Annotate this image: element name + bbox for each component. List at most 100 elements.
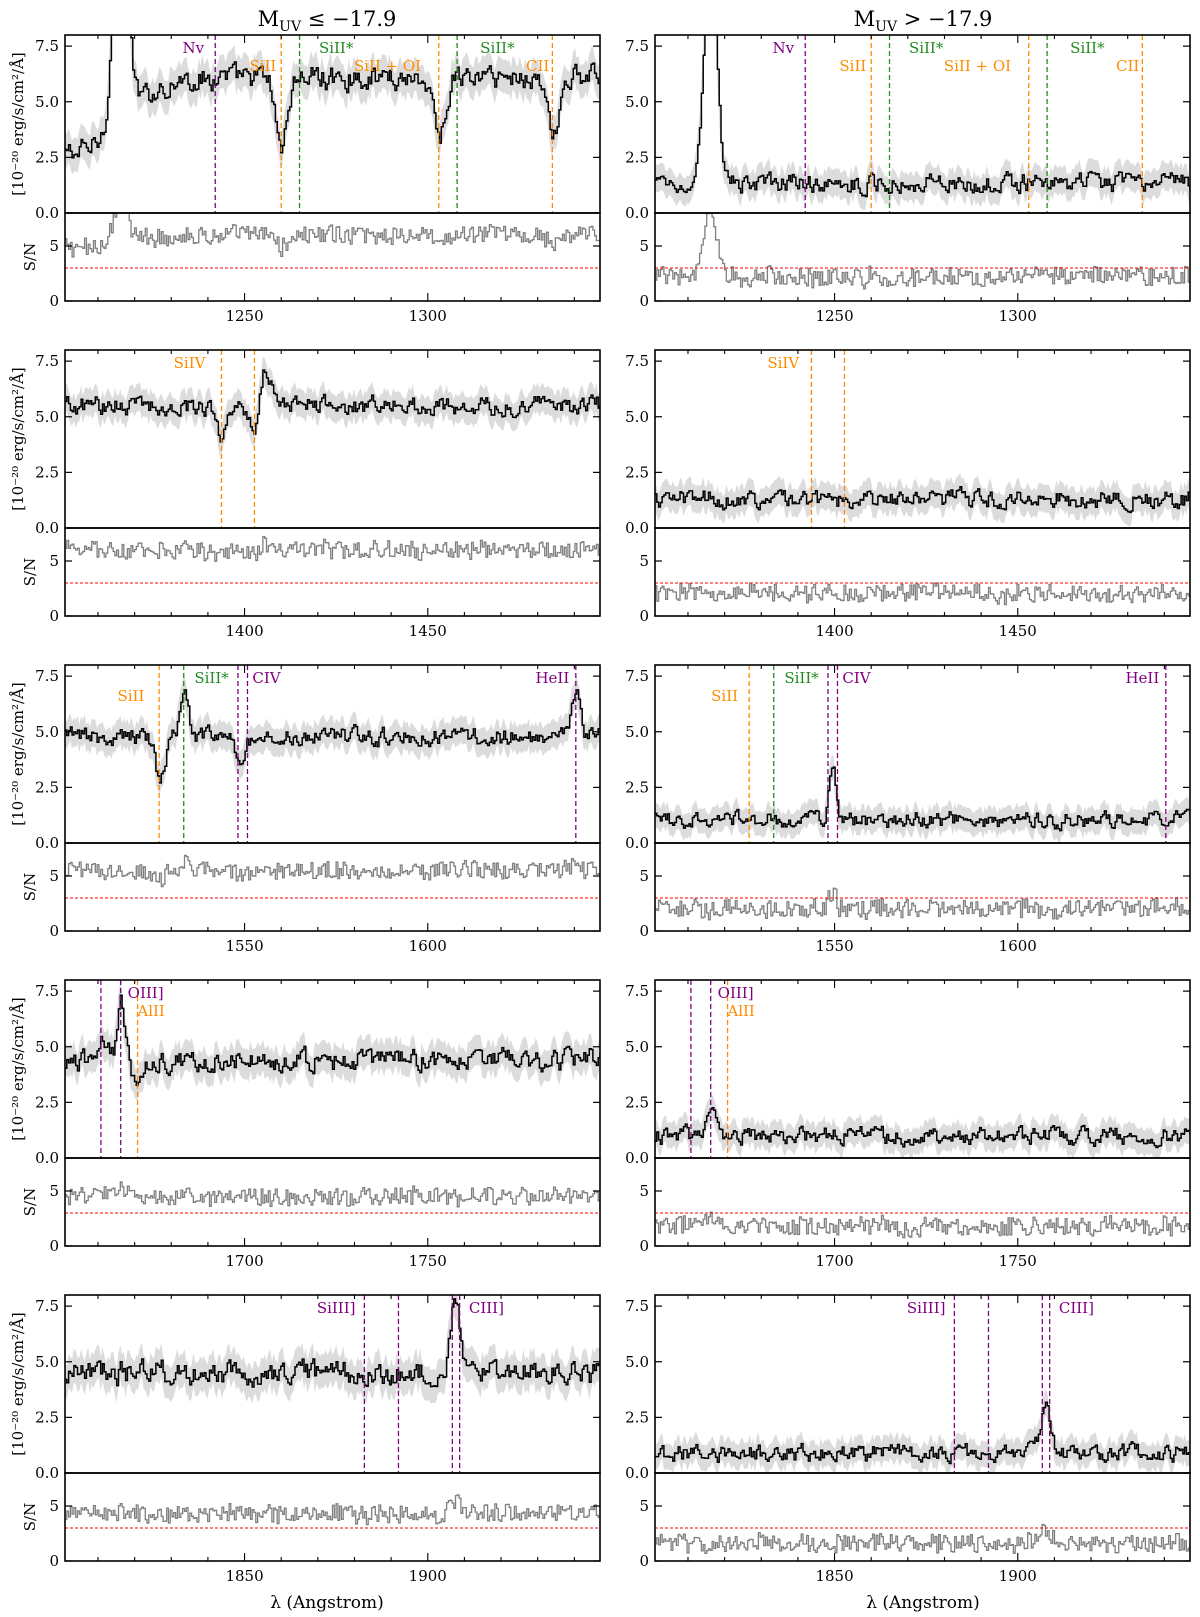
flux-axes-frame xyxy=(64,664,601,844)
line-label: SiII + OI xyxy=(354,57,421,75)
flux-error-band xyxy=(65,1295,600,1404)
flux-ytick-label: 7.5 xyxy=(35,982,59,1000)
spectrum-panel-r3-c0: OIII]AlII 0.0 2.5 5.0 7.5 0 5 1700 1750 [10⁻²⁰ er… xyxy=(9,979,601,1270)
spectrum-panel-r4-c1: SiIII] CIII] 0.0 2.5 5.0 7.5 0 5 1850 1900 xyxy=(625,1294,1191,1585)
flux-ytick-label: 2.5 xyxy=(625,778,649,796)
x-tick-label: 1250 xyxy=(225,307,263,325)
flux-ytick-label: 2.5 xyxy=(35,778,59,796)
line-label: OIII] xyxy=(718,984,754,1002)
x-tick-label: 1600 xyxy=(409,937,447,955)
flux-ytick-label: 2.5 xyxy=(35,1093,59,1111)
line-label: SiII + OI xyxy=(944,57,1011,75)
x-tick-label: 1850 xyxy=(815,1567,853,1585)
sn-ytick-label: 5 xyxy=(639,237,649,255)
sn-ytick-label: 5 xyxy=(49,1497,59,1515)
flux-spectrum-line xyxy=(65,369,600,443)
sn-axes-frame xyxy=(654,842,1191,932)
line-label: SiII* xyxy=(319,39,354,57)
flux-spectrum-line xyxy=(65,994,600,1087)
line-label: SiIII] xyxy=(317,1299,356,1317)
flux-ytick-label: 7.5 xyxy=(625,352,649,370)
x-tick-label: 1400 xyxy=(225,622,263,640)
sn-spectrum-line xyxy=(65,1181,600,1208)
flux-ytick-label: 0.0 xyxy=(625,204,649,222)
flux-error-band xyxy=(655,754,1190,843)
x-tick-label: 1300 xyxy=(999,307,1037,325)
flux-error-band xyxy=(655,1094,1190,1158)
flux-ytick-label: 0.0 xyxy=(625,519,649,537)
sn-ytick-label: 5 xyxy=(639,1182,649,1200)
flux-error-band xyxy=(65,676,600,797)
flux-ytick-label: 7.5 xyxy=(625,667,649,685)
flux-ytick-label: 7.5 xyxy=(35,1297,59,1315)
line-label: Nv xyxy=(772,39,794,57)
flux-ytick-label: 7.5 xyxy=(35,37,59,55)
right-column-title: MUV > −17.9 xyxy=(854,7,993,35)
flux-ytick-label: 0.0 xyxy=(35,204,59,222)
spectrum-panel-r1-c1: SiIV 0.0 2.5 5.0 7.5 0 5 1400 1450 xyxy=(625,349,1191,640)
x-tick-label: 1750 xyxy=(999,1252,1037,1270)
flux-axes-frame xyxy=(64,349,601,529)
sn-axes-frame xyxy=(64,212,601,302)
sn-axes-frame xyxy=(64,1472,601,1562)
x-tick-label: 1700 xyxy=(815,1252,853,1270)
flux-spectrum-line xyxy=(655,766,1190,832)
flux-y-axis-label: [10⁻²⁰ erg/s/cm²/Å] xyxy=(9,52,27,195)
sn-axes-frame xyxy=(654,527,1191,617)
line-label: SiII* xyxy=(909,39,944,57)
x-tick-label: 1900 xyxy=(409,1567,447,1585)
sn-y-axis-label: S/N xyxy=(21,1503,39,1531)
line-label: Nv xyxy=(182,39,204,57)
flux-spectrum-line xyxy=(655,486,1190,514)
x-tick-label: 1700 xyxy=(225,1252,263,1270)
sn-spectrum-line xyxy=(65,213,600,258)
line-label: CIV xyxy=(842,669,871,687)
sn-axes-frame xyxy=(64,527,601,617)
line-label: SiII* xyxy=(194,669,229,687)
x-tick-label: 1250 xyxy=(815,307,853,325)
sn-spectrum-line xyxy=(655,1523,1190,1555)
flux-ytick-label: 5.0 xyxy=(35,723,59,741)
sn-y-axis-label: S/N xyxy=(21,873,39,901)
flux-ytick-label: 2.5 xyxy=(625,148,649,166)
flux-spectrum-line xyxy=(65,689,600,784)
flux-ytick-label: 7.5 xyxy=(625,982,649,1000)
line-label: CIII] xyxy=(469,1299,504,1317)
flux-spectrum-line xyxy=(655,1401,1190,1465)
x-tick-label: 1900 xyxy=(999,1567,1037,1585)
sn-ytick-label: 0 xyxy=(49,1552,59,1570)
sn-ytick-label: 5 xyxy=(639,1497,649,1515)
flux-ytick-label: 2.5 xyxy=(35,148,59,166)
sn-ytick-label: 0 xyxy=(639,607,649,625)
line-label: CII xyxy=(1116,57,1139,75)
line-label: SiII* xyxy=(784,669,819,687)
line-label: SiII xyxy=(711,687,738,705)
spectrum-panel-r1-c0: SiIV 0.0 2.5 5.0 7.5 0 5 1400 1450 [10⁻²⁰ erg/s/c… xyxy=(9,349,601,640)
sn-ytick-label: 5 xyxy=(639,867,649,885)
flux-ytick-label: 2.5 xyxy=(625,1408,649,1426)
sn-ytick-label: 0 xyxy=(639,292,649,310)
x-tick-label: 1400 xyxy=(815,622,853,640)
sn-spectrum-line xyxy=(655,887,1190,921)
sn-spectrum-line xyxy=(65,1494,600,1526)
flux-spectrum-line xyxy=(65,1298,600,1388)
flux-ytick-label: 5.0 xyxy=(35,1038,59,1056)
sn-y-axis-label: S/N xyxy=(21,1188,39,1216)
sn-spectrum-line xyxy=(65,854,600,888)
line-label: SiII xyxy=(839,57,866,75)
flux-ytick-label: 0.0 xyxy=(625,1464,649,1482)
flux-ytick-label: 5.0 xyxy=(625,1038,649,1056)
line-label: SiII* xyxy=(480,39,515,57)
sn-ytick-label: 5 xyxy=(49,1182,59,1200)
line-label: SiII xyxy=(249,57,276,75)
sn-axes-frame xyxy=(654,1472,1191,1562)
x-tick-label: 1850 xyxy=(225,1567,263,1585)
spectrum-panel-r2-c0: SiII SiII* CIV HeII 0.0 2.5 5.0 7.5 0 5 1550 1600 [1… xyxy=(9,664,601,955)
line-label: SiIV xyxy=(767,354,800,372)
flux-ytick-label: 5.0 xyxy=(35,1353,59,1371)
flux-y-axis-label: [10⁻²⁰ erg/s/cm²/Å] xyxy=(9,1312,27,1455)
flux-ytick-label: 0.0 xyxy=(35,1464,59,1482)
flux-ytick-label: 2.5 xyxy=(35,463,59,481)
sn-spectrum-line xyxy=(655,1211,1190,1239)
